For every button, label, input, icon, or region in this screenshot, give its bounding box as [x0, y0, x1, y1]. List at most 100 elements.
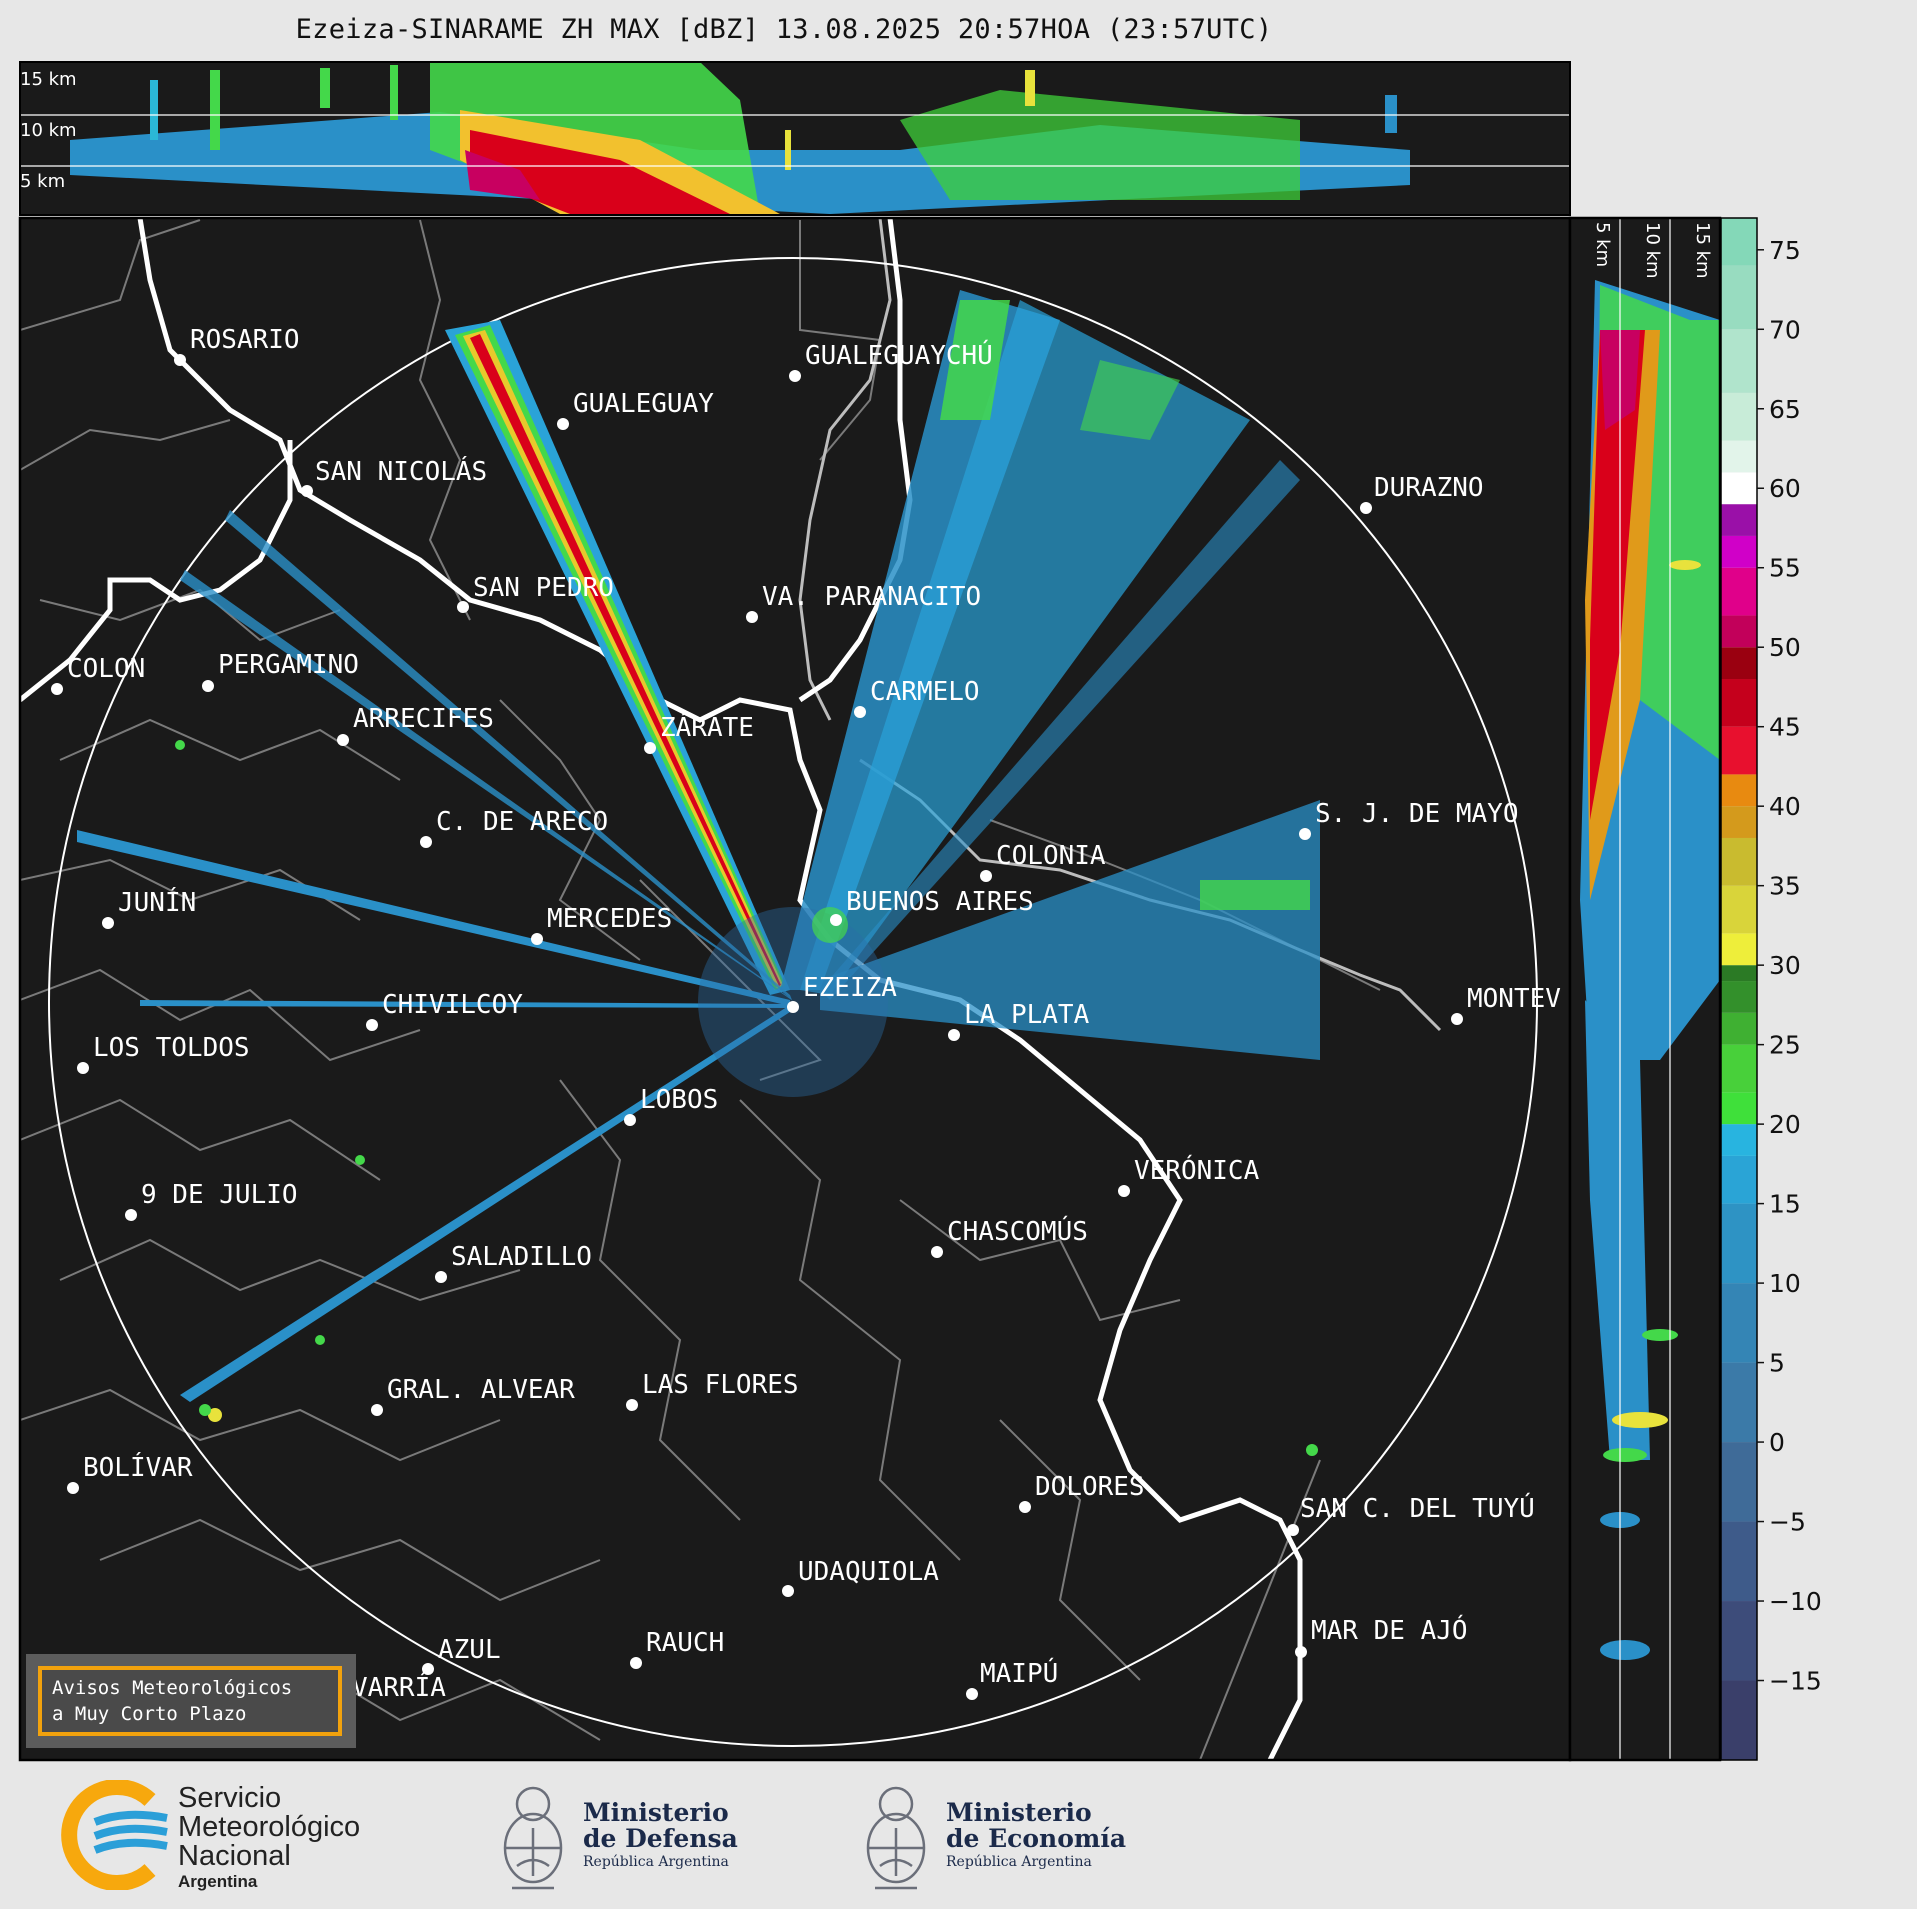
city-marker	[948, 1029, 960, 1041]
side-alt-5: 5 km	[1592, 222, 1613, 267]
city-label: LA PLATA	[964, 1000, 1090, 1030]
city-label: BUENOS AIRES	[846, 887, 1034, 917]
colorbar-band	[1721, 1155, 1757, 1204]
side-echo-layer	[1580, 280, 1720, 1660]
smn-line-4: Argentina	[178, 1872, 258, 1891]
defensa-line-1: Ministerio	[583, 1798, 729, 1827]
city-label: LOBOS	[640, 1085, 718, 1115]
city-marker	[102, 917, 114, 929]
city-label: GUALEGUAYCHÚ	[805, 339, 993, 371]
smn-line-3: Nacional	[178, 1840, 291, 1872]
city-label: SAN PEDRO	[473, 573, 614, 603]
city-marker	[931, 1246, 943, 1258]
colorbar-band	[1721, 1442, 1757, 1522]
city-label: COLON	[67, 654, 145, 684]
colorbar-band	[1721, 1521, 1757, 1602]
city-label: SAN NICOLÁS	[315, 455, 487, 487]
city-marker	[1360, 502, 1372, 514]
colorbar-tick-label: 5	[1769, 1349, 1785, 1378]
city-marker	[557, 418, 569, 430]
city-marker	[980, 870, 992, 882]
city-marker	[1287, 1524, 1299, 1536]
colorbar-band	[1721, 392, 1757, 441]
colorbar-tick-label: 60	[1769, 474, 1801, 503]
colorbar-tick-label: 30	[1769, 951, 1801, 980]
colorbar-band	[1721, 504, 1757, 536]
colorbar-band	[1721, 265, 1757, 330]
colorbar-frame	[1720, 217, 1758, 1761]
city-marker	[789, 370, 801, 382]
radar-echoes	[77, 290, 1320, 1456]
top-cross-section-panel: 15 km 10 km 5 km	[19, 61, 1571, 216]
city-marker	[366, 1019, 378, 1031]
colorbar-band	[1721, 1092, 1757, 1125]
city-marker	[854, 706, 866, 718]
colorbar-tick-label: 35	[1769, 872, 1801, 901]
city-marker	[624, 1114, 636, 1126]
colorbar-tick-label: 75	[1769, 236, 1801, 265]
colorbar-band	[1721, 726, 1757, 775]
city-label: PERGAMINO	[218, 650, 359, 680]
city-label: BOLÍVAR	[83, 1451, 193, 1483]
avisos-box[interactable]: Avisos Meteorológicos a Muy Corto Plazo	[38, 1666, 342, 1736]
side-alt-15: 15 km	[1692, 222, 1713, 279]
colorbar-band	[1721, 885, 1757, 934]
city-layer: ROSARIO GUALEGUAYCHÚ GUALEGUAY SAN NICOL…	[51, 325, 1561, 1714]
defensa-logo-text: Ministerio de Defensa República Argentin…	[583, 1800, 738, 1872]
city-label: MAR DE AJÓ	[1311, 1614, 1468, 1646]
city-marker	[435, 1271, 447, 1283]
city-label: ROSARIO	[190, 325, 300, 355]
city-label: RAUCH	[646, 1628, 724, 1658]
colorbar-band	[1721, 440, 1757, 473]
city-marker	[420, 836, 432, 848]
colorbar-band	[1721, 1680, 1757, 1760]
city-label: S. J. DE MAYO	[1315, 799, 1519, 829]
economia-line-2: de Economía	[946, 1824, 1127, 1853]
city-marker	[125, 1209, 137, 1221]
city-label: COLONIA	[996, 841, 1106, 871]
city-marker	[51, 683, 63, 695]
side-alt-10: 10 km	[1642, 222, 1663, 279]
city-label: CHIVILCOY	[382, 990, 523, 1020]
colorbar-tick-label: 50	[1769, 633, 1801, 662]
city-marker	[174, 354, 186, 366]
city-marker	[830, 914, 842, 926]
top-alt-10: 10 km	[20, 120, 77, 141]
main-map-panel: ROSARIO GUALEGUAYCHÚ GUALEGUAY SAN NICOL…	[18, 216, 1572, 1762]
city-label: ZÁRATE	[660, 711, 754, 743]
colorbar-band	[1721, 1124, 1757, 1156]
city-marker	[626, 1399, 638, 1411]
city-label: UDAQUIOLA	[798, 1557, 939, 1587]
colorbar-band	[1721, 679, 1757, 727]
colorbar-band	[1721, 329, 1757, 393]
colorbar-band	[1721, 1283, 1757, 1363]
colorbar-tick-label: 70	[1769, 315, 1801, 344]
city-marker	[371, 1404, 383, 1416]
coat-of-arms-defensa-icon	[503, 1786, 563, 1890]
colorbar-band	[1721, 774, 1757, 807]
colorbar-tick-label: 15	[1769, 1190, 1801, 1219]
city-marker	[1019, 1501, 1031, 1513]
city-label: EZEIZA	[803, 973, 897, 1003]
colorbar-band	[1721, 1601, 1757, 1681]
city-label: MONTEV	[1467, 984, 1561, 1014]
city-marker	[966, 1688, 978, 1700]
smn-logo-icon	[61, 1780, 168, 1890]
city-label: GRAL. ALVEAR	[387, 1375, 575, 1405]
economia-line-3: República Argentina	[946, 1854, 1092, 1870]
city-marker	[746, 611, 758, 623]
city-label: LOS TOLDOS	[93, 1033, 250, 1063]
city-marker	[531, 933, 543, 945]
top-echo-layer	[70, 62, 1410, 214]
colorbar-band	[1721, 1044, 1757, 1093]
colorbar-band	[1721, 806, 1757, 838]
smn-line-1: Servicio	[178, 1782, 282, 1814]
colorbar-band	[1721, 1012, 1757, 1045]
city-marker	[337, 734, 349, 746]
city-label: 9 DE JULIO	[141, 1180, 298, 1210]
colorbar-band	[1721, 535, 1757, 568]
colorbar-band	[1721, 218, 1757, 266]
city-label: DURAZNO	[1374, 473, 1484, 503]
economia-logo-text: Ministerio de Economía República Argenti…	[946, 1800, 1126, 1872]
